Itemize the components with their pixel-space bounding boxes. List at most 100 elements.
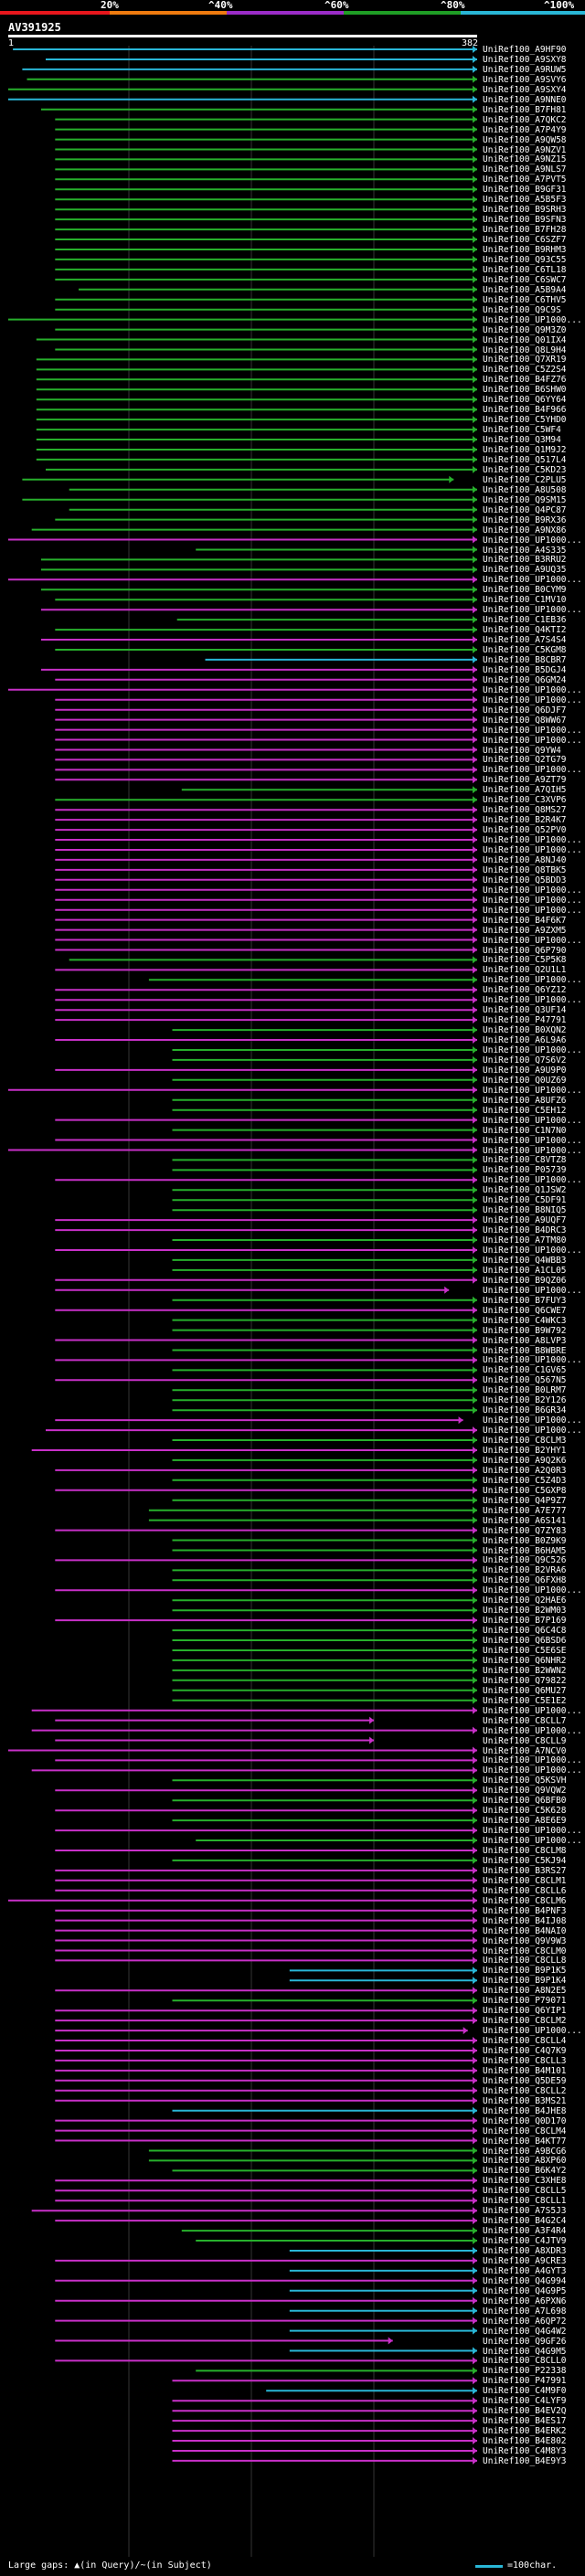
- hit-label[interactable]: UniRef100_Q6DJF7: [483, 705, 567, 716]
- hit-label[interactable]: UniRef100_Q4G4W2: [483, 2326, 567, 2337]
- hit-label[interactable]: UniRef100_C3XVP6: [483, 795, 567, 806]
- hit-label[interactable]: UniRef100_Q4G994: [483, 2275, 567, 2286]
- hit-label[interactable]: UniRef100_A8LVP3: [483, 1335, 567, 1346]
- hit-label[interactable]: UniRef100_B9RX36: [483, 514, 567, 525]
- hit-label[interactable]: UniRef100_A7S5J3: [483, 2206, 567, 2217]
- hit-label[interactable]: UniRef100_B4ES17: [483, 2416, 567, 2427]
- hit-label[interactable]: UniRef100_C4WKC3: [483, 1315, 567, 1326]
- hit-label[interactable]: UniRef100_A9UQ35: [483, 565, 567, 576]
- hit-label[interactable]: UniRef100_A9ZXM5: [483, 925, 567, 936]
- hit-label[interactable]: UniRef100_Q9SM15: [483, 494, 567, 505]
- hit-label[interactable]: UniRef100_C8CLL5: [483, 2186, 567, 2197]
- hit-label[interactable]: UniRef100_A6S141: [483, 1515, 567, 1526]
- hit-label[interactable]: UniRef100_C4M8Y3: [483, 2446, 567, 2456]
- hit-label[interactable]: UniRef100_Q9VQW2: [483, 1786, 567, 1797]
- hit-label[interactable]: UniRef100_A7E777: [483, 1505, 567, 1516]
- hit-label[interactable]: UniRef100_C8CLL6: [483, 1885, 567, 1896]
- hit-label[interactable]: UniRef100_C8CLM3: [483, 1436, 567, 1446]
- hit-label[interactable]: UniRef100_C5YHD0: [483, 415, 567, 426]
- hit-label[interactable]: UniRef100_B8NIQ5: [483, 1205, 567, 1216]
- hit-label[interactable]: UniRef100_Q4P9Z7: [483, 1495, 567, 1506]
- hit-label[interactable]: UniRef100_B4E802: [483, 2436, 567, 2446]
- hit-label[interactable]: UniRef100_B4KT77: [483, 2136, 567, 2147]
- hit-label[interactable]: UniRef100_UP1000...: [483, 1145, 582, 1156]
- hit-label[interactable]: UniRef100_Q6MU27: [483, 1685, 567, 1696]
- hit-label[interactable]: UniRef100_C8CLL0: [483, 2356, 567, 2367]
- hit-label[interactable]: UniRef100_Q6BFB0: [483, 1796, 567, 1807]
- hit-label[interactable]: UniRef100_B4G2C4: [483, 2216, 567, 2227]
- hit-label[interactable]: UniRef100_B0XQN2: [483, 1025, 567, 1036]
- hit-label[interactable]: UniRef100_UP1000...: [483, 1175, 582, 1186]
- hit-label[interactable]: UniRef100_UP1000...: [483, 1285, 582, 1296]
- hit-label[interactable]: UniRef100_Q517L4: [483, 454, 567, 465]
- hit-label[interactable]: UniRef100_A6L9A6: [483, 1035, 567, 1045]
- hit-label[interactable]: UniRef100_A9NX86: [483, 525, 567, 535]
- hit-label[interactable]: UniRef100_A5B9A4: [483, 284, 567, 295]
- hit-label[interactable]: UniRef100_Q6GM24: [483, 674, 567, 685]
- hit-label[interactable]: UniRef100_C6SWC7: [483, 274, 567, 285]
- hit-label[interactable]: UniRef100_A9SXY4: [483, 84, 567, 95]
- hit-label[interactable]: UniRef100_C5GXP8: [483, 1485, 567, 1496]
- hit-label[interactable]: UniRef100_B9P1K5: [483, 1966, 567, 1977]
- hit-label[interactable]: UniRef100_UP1000...: [483, 845, 582, 855]
- hit-label[interactable]: UniRef100_A5B5F3: [483, 195, 567, 206]
- hit-label[interactable]: UniRef100_B7FH81: [483, 104, 567, 115]
- hit-label[interactable]: UniRef100_B4PNF3: [483, 1905, 567, 1916]
- hit-label[interactable]: UniRef100_B0Z9K9: [483, 1535, 567, 1546]
- hit-label[interactable]: UniRef100_Q5DE59: [483, 2075, 567, 2086]
- hit-label[interactable]: UniRef100_C8VTZ8: [483, 1155, 567, 1166]
- hit-label[interactable]: UniRef100_UP1000...: [483, 895, 582, 906]
- hit-label[interactable]: UniRef100_B6HAM5: [483, 1545, 567, 1556]
- hit-label[interactable]: UniRef100_B0CYM9: [483, 585, 567, 596]
- hit-label[interactable]: UniRef100_Q6YZ12: [483, 985, 567, 996]
- hit-label[interactable]: UniRef100_A9SVY6: [483, 74, 567, 85]
- hit-label[interactable]: UniRef100_B2YHY1: [483, 1446, 567, 1456]
- hit-label[interactable]: UniRef100_Q7ZY83: [483, 1525, 567, 1536]
- hit-label[interactable]: UniRef100_UP1000...: [483, 1836, 582, 1846]
- hit-label[interactable]: UniRef100_B9QZ06: [483, 1275, 567, 1286]
- hit-label[interactable]: UniRef100_UP1000...: [483, 684, 582, 695]
- hit-label[interactable]: UniRef100_Q1JSW2: [483, 1185, 567, 1196]
- hit-label[interactable]: UniRef100_A9HF90: [483, 45, 567, 55]
- hit-label[interactable]: UniRef100_B4ERK2: [483, 2426, 567, 2437]
- hit-label[interactable]: UniRef100_A8XP60: [483, 2156, 567, 2167]
- hit-label[interactable]: UniRef100_UP1000...: [483, 1415, 582, 1426]
- hit-label[interactable]: UniRef100_Q8WW67: [483, 715, 567, 726]
- hit-label[interactable]: UniRef100_UP1000...: [483, 765, 582, 776]
- hit-label[interactable]: UniRef100_Q9C526: [483, 1555, 567, 1566]
- hit-label[interactable]: UniRef100_B2Y126: [483, 1395, 567, 1406]
- hit-label[interactable]: UniRef100_P05739: [483, 1165, 567, 1176]
- hit-label[interactable]: UniRef100_B9GF31: [483, 185, 567, 196]
- hit-label[interactable]: UniRef100_P47991: [483, 2376, 567, 2387]
- hit-label[interactable]: UniRef100_P47791: [483, 1015, 567, 1026]
- hit-label[interactable]: UniRef100_Q6CWE7: [483, 1305, 567, 1316]
- hit-label[interactable]: UniRef100_UP1000...: [483, 1045, 582, 1055]
- hit-label[interactable]: UniRef100_C6THV5: [483, 294, 567, 305]
- hit-label[interactable]: UniRef100_Q4G9M5: [483, 2346, 567, 2357]
- hit-label[interactable]: UniRef100_Q3UF14: [483, 1005, 567, 1016]
- hit-label[interactable]: UniRef100_C5KJ94: [483, 1855, 567, 1866]
- hit-label[interactable]: UniRef100_Q8MS27: [483, 805, 567, 816]
- hit-label[interactable]: UniRef100_B0LRM7: [483, 1385, 567, 1396]
- hit-label[interactable]: UniRef100_B8CBR7: [483, 654, 567, 665]
- hit-label[interactable]: UniRef100_UP1000...: [483, 995, 582, 1006]
- hit-label[interactable]: UniRef100_UP1000...: [483, 2026, 582, 2037]
- hit-label[interactable]: UniRef100_A9CRE3: [483, 2255, 567, 2266]
- hit-label[interactable]: UniRef100_Q79822: [483, 1675, 567, 1686]
- hit-label[interactable]: UniRef100_Q4PC87: [483, 504, 567, 515]
- hit-label[interactable]: UniRef100_UP1000...: [483, 1085, 582, 1096]
- hit-label[interactable]: UniRef100_C8CLM6: [483, 1895, 567, 1906]
- hit-label[interactable]: UniRef100_UP1000...: [483, 1426, 582, 1436]
- hit-label[interactable]: UniRef100_A9NZV1: [483, 144, 567, 155]
- hit-label[interactable]: UniRef100_A9NLS7: [483, 164, 567, 175]
- hit-label[interactable]: UniRef100_UP1000...: [483, 1765, 582, 1776]
- hit-label[interactable]: UniRef100_A9SXY8: [483, 55, 567, 65]
- hit-label[interactable]: UniRef100_P22338: [483, 2366, 567, 2377]
- hit-label[interactable]: UniRef100_C1EB36: [483, 615, 567, 626]
- hit-label[interactable]: UniRef100_UP1000...: [483, 535, 582, 546]
- hit-label[interactable]: UniRef100_Q8TBK5: [483, 864, 567, 875]
- hit-label[interactable]: UniRef100_B6K4Y2: [483, 2166, 567, 2177]
- hit-label[interactable]: UniRef100_P79071: [483, 1996, 567, 2007]
- hit-label[interactable]: UniRef100_C8CLL8: [483, 1956, 567, 1966]
- hit-label[interactable]: UniRef100_B9RHM3: [483, 245, 567, 255]
